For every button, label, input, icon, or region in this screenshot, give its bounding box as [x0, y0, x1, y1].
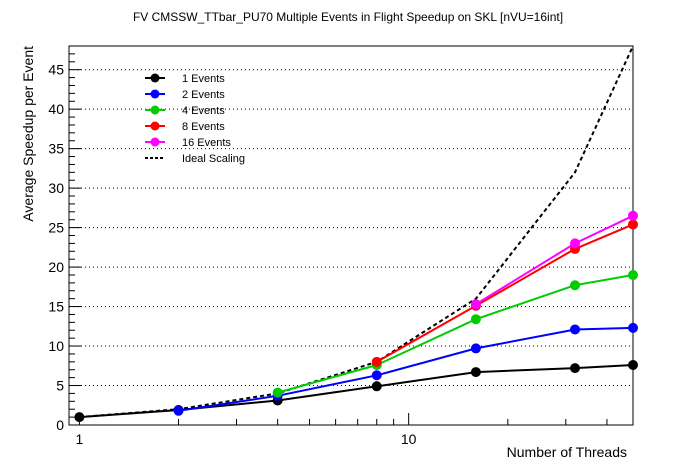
chart-title: FV CMSSW_TTbar_PU70 Multiple Events in F…	[133, 10, 563, 24]
legend-marker-2-events	[150, 89, 160, 99]
y-tick-label: 35	[48, 141, 64, 157]
data-point-1-events	[628, 359, 638, 370]
y-axis-label: Average Speedup per Event	[20, 46, 36, 222]
plot-frame	[68, 45, 634, 426]
data-point-1-events	[371, 381, 382, 392]
data-point-4-events	[272, 387, 283, 398]
series-line-ideal-scaling	[79, 45, 634, 419]
y-tick-label: 15	[48, 299, 64, 315]
data-point-1-events	[470, 367, 481, 378]
x-tick-label: 1	[75, 431, 83, 447]
legend-label-4-events: 4 Events	[182, 105, 225, 117]
data-point-16-events	[570, 238, 581, 249]
data-point-2-events	[470, 343, 481, 354]
data-point-8-events	[371, 356, 382, 367]
y-tick-label: 20	[48, 259, 64, 275]
legend-label-8-events: 8 Events	[182, 121, 225, 133]
data-point-2-events	[570, 324, 581, 335]
legend-label-2-events: 2 Events	[182, 89, 225, 101]
legend-marker-8-events	[150, 121, 160, 131]
legend: 1 Events 2 Events 4 Events 8 Events 16 Event…	[145, 73, 245, 165]
y-tick-label: 0	[56, 417, 64, 433]
legend-label-ideal-scaling: Ideal Scaling	[182, 153, 245, 165]
series-line-1-events	[79, 364, 634, 419]
y-tick-label: 45	[48, 62, 64, 78]
x-tick-label: 10	[401, 431, 417, 447]
data-point-16-events	[628, 210, 638, 221]
data-point-1-events	[74, 412, 85, 423]
data-point-2-events	[173, 405, 184, 416]
legend-marker-16-events	[150, 137, 160, 147]
data-point-8-events	[628, 219, 638, 230]
data-point-4-events	[570, 280, 581, 291]
series-line-2-events	[178, 326, 634, 412]
data-point-2-events	[628, 322, 638, 333]
y-tick-label: 40	[48, 101, 64, 117]
legend-label-1-events: 1 Events	[182, 73, 225, 85]
y-tick-label: 25	[48, 220, 64, 236]
axis-ticks: 0 5 10 15 20 25 30 35 40 45 1 10	[48, 53, 608, 447]
gridlines	[69, 69, 633, 387]
y-tick-label: 5	[56, 378, 64, 394]
legend-marker-1-events	[150, 73, 160, 83]
y-tick-label: 30	[48, 180, 64, 196]
data-point-1-events	[570, 363, 581, 374]
data-point-2-events	[371, 370, 382, 381]
legend-label-16-events: 16 Events	[182, 137, 231, 149]
data-point-4-events	[628, 269, 638, 280]
legend-marker-4-events	[150, 105, 160, 115]
data-point-4-events	[470, 314, 481, 325]
series-lines	[74, 45, 638, 423]
data-point-16-events	[470, 299, 481, 310]
y-tick-label: 10	[48, 338, 64, 354]
x-axis-label: Number of Threads	[507, 444, 627, 460]
series-line-8-events	[376, 223, 634, 363]
